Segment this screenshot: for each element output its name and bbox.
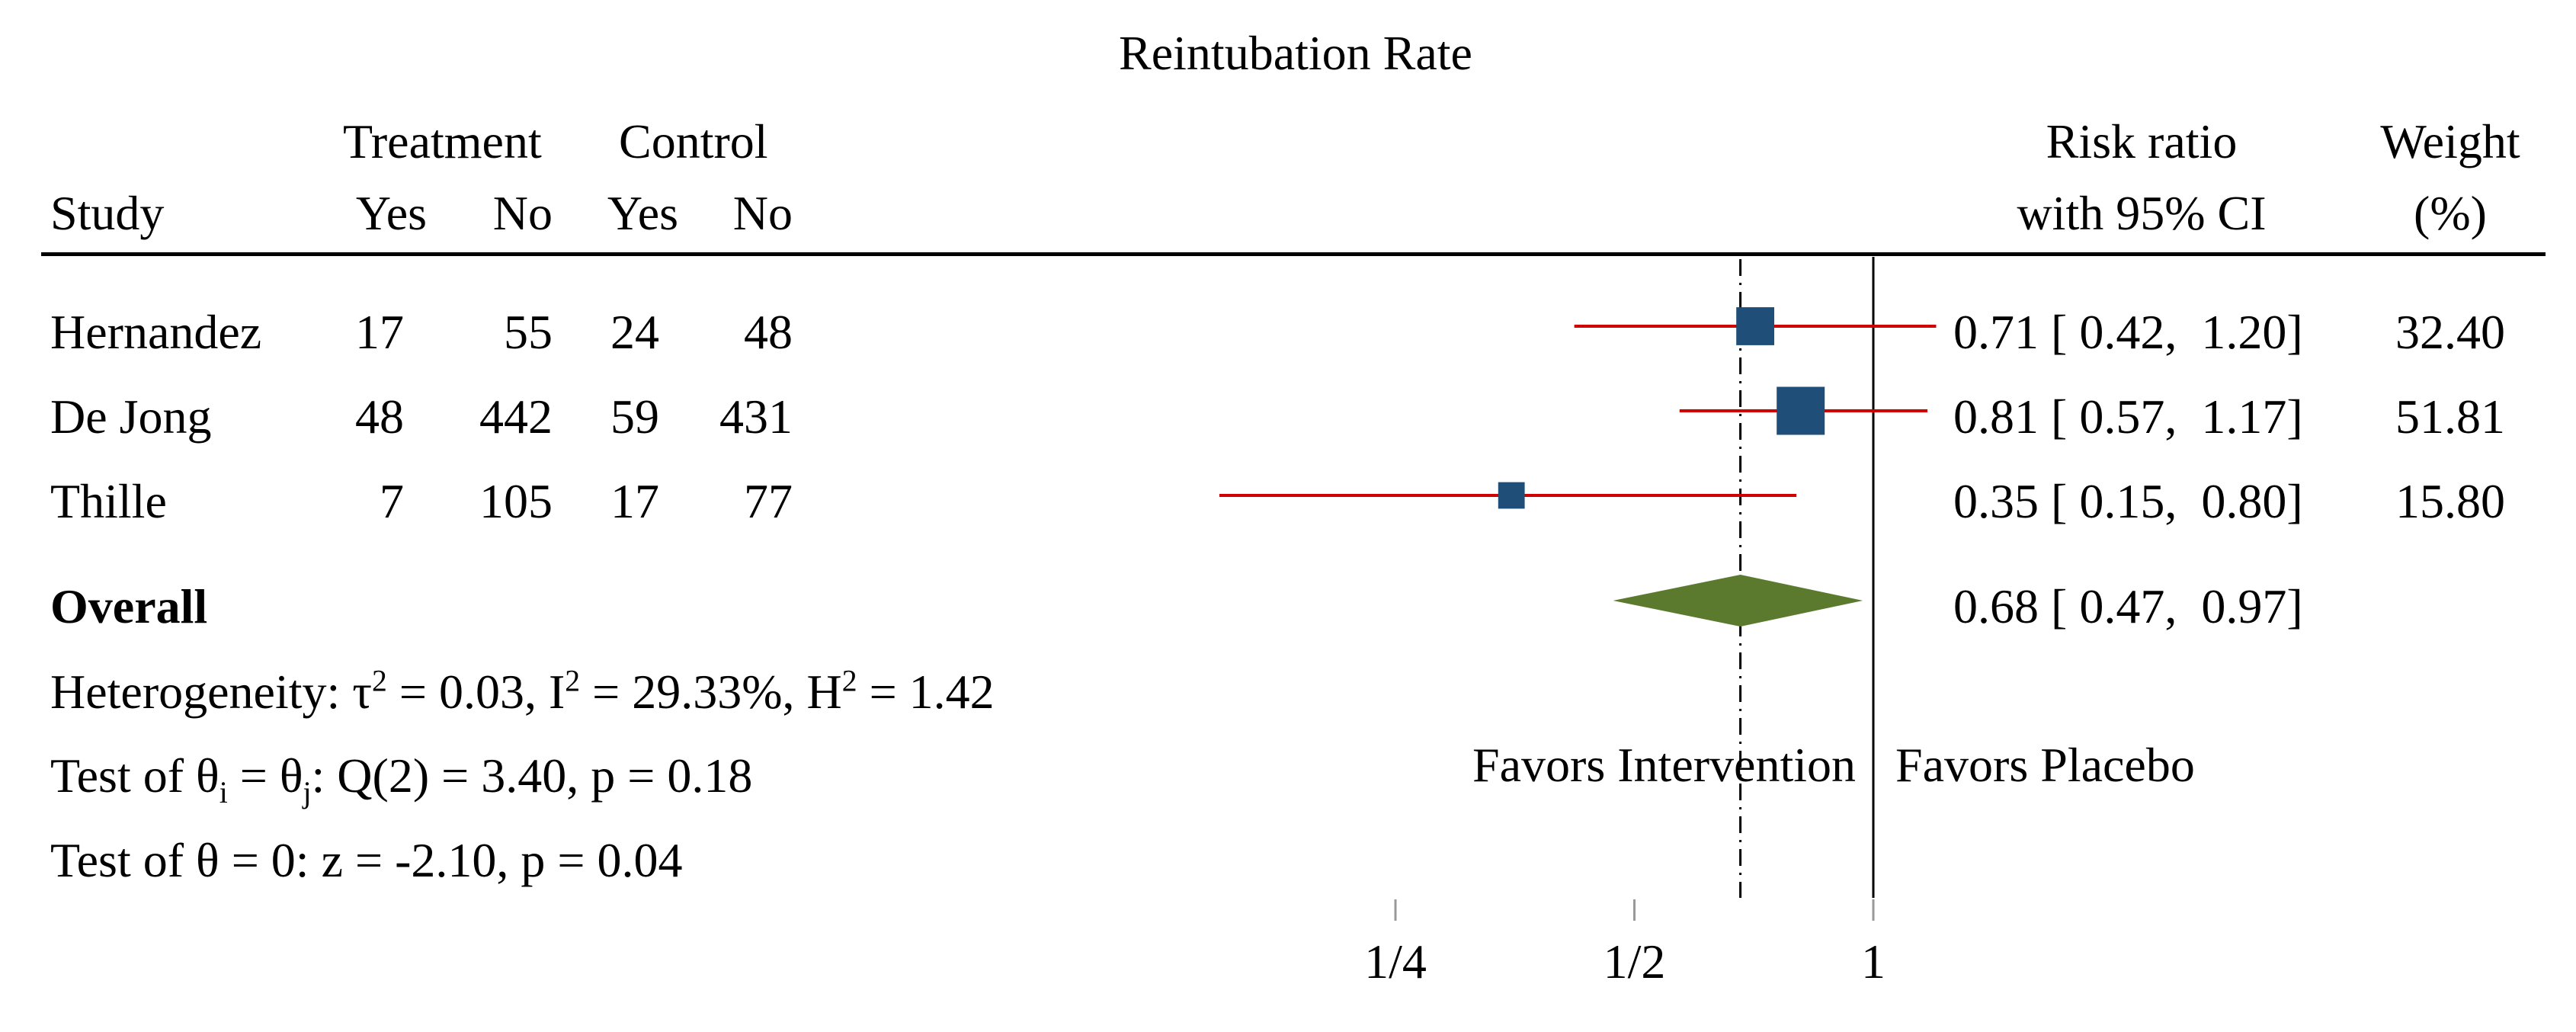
study-weight-thille: 15.80: [2395, 474, 2505, 528]
study-t-no-thille: 105: [479, 474, 553, 528]
study-c-yes-hernandez: 24: [610, 305, 659, 359]
header-weight-unit: (%): [2414, 186, 2487, 240]
study-t-yes-de-jong: 48: [355, 389, 404, 444]
study-name-de-jong: De Jong: [50, 389, 212, 444]
study-ci-de-jong: 0.81 [ 0.57, 1.17]: [1953, 389, 2303, 444]
study-weight-hernandez: 32.40: [2395, 305, 2505, 359]
overall-effect-diamond: [1613, 575, 1863, 627]
header-study: Study: [50, 186, 165, 240]
test-homogeneity: Test of θi = θj: Q(2) = 3.40, p = 0.18: [50, 752, 752, 808]
header-treatment-yes: Yes: [355, 186, 427, 240]
study-effect-square: [1498, 482, 1525, 509]
heterogeneity-i-value: = 29.33%, H: [580, 665, 842, 719]
chart-title: Reintubation Rate: [1119, 26, 1472, 80]
x-tick-label: 1: [1861, 934, 1886, 989]
theta-sub-i: i: [219, 775, 228, 809]
study-t-no-de-jong: 442: [479, 389, 553, 444]
heterogeneity-prefix: Heterogeneity: τ: [50, 665, 372, 719]
study-t-yes-hernandez: 17: [355, 305, 404, 359]
heterogeneity-stats: Heterogeneity: τ2 = 0.03, I2 = 29.33%, H…: [50, 664, 995, 719]
heterogeneity-h-value: = 1.42: [857, 665, 995, 719]
study-effect-square: [1777, 386, 1825, 435]
header-treatment-no: No: [492, 186, 553, 240]
study-c-no-thille: 77: [744, 474, 793, 528]
test-q-part-a: Test of θ: [50, 748, 219, 803]
overall-label: Overall: [50, 579, 208, 633]
favors-intervention-label: Favors Intervention: [1472, 738, 1856, 792]
study-t-yes-thille: 7: [380, 474, 404, 528]
test-q-part-b: = θ: [227, 748, 303, 803]
i-superscript: 2: [565, 664, 581, 698]
study-c-yes-de-jong: 59: [610, 389, 659, 444]
tau-superscript: 2: [372, 664, 387, 698]
heterogeneity-tau-value: = 0.03, I: [386, 665, 566, 719]
header-treatment: Treatment: [343, 114, 542, 168]
study-ci-thille: 0.35 [ 0.15, 0.80]: [1953, 474, 2303, 528]
test-q-part-c: : Q(2) = 3.40, p = 0.18: [311, 748, 753, 803]
study-ci-hernandez: 0.71 [ 0.42, 1.20]: [1953, 305, 2303, 359]
study-t-no-hernandez: 55: [504, 305, 553, 359]
theta-sub-j: j: [303, 775, 312, 809]
header-control-yes: Yes: [607, 186, 678, 240]
study-name-hernandez: Hernandez: [50, 305, 262, 359]
header-control-no: No: [732, 186, 793, 240]
study-c-no-de-jong: 431: [719, 389, 793, 444]
header-risk-ratio-ci: with 95% CI: [2017, 186, 2267, 240]
test-overall-effect: Test of θ = 0: z = -2.10, p = 0.04: [50, 833, 683, 887]
study-c-yes-thille: 17: [610, 474, 659, 528]
header-risk-ratio: Risk ratio: [2046, 114, 2238, 168]
header-weight: Weight: [2380, 114, 2520, 168]
study-c-no-hernandez: 48: [744, 305, 793, 359]
h-superscript: 2: [841, 664, 857, 698]
study-weight-de-jong: 51.81: [2395, 389, 2505, 444]
x-tick-label: 1/4: [1364, 934, 1427, 989]
favors-placebo-label: Favors Placebo: [1895, 738, 2195, 792]
header-rule: [41, 252, 2546, 256]
x-tick-label: 1/2: [1604, 934, 1666, 989]
study-effect-square: [1736, 307, 1775, 345]
overall-ci: 0.68 [ 0.47, 0.97]: [1953, 579, 2303, 633]
header-control: Control: [619, 114, 768, 168]
study-name-thille: Thille: [50, 474, 167, 528]
